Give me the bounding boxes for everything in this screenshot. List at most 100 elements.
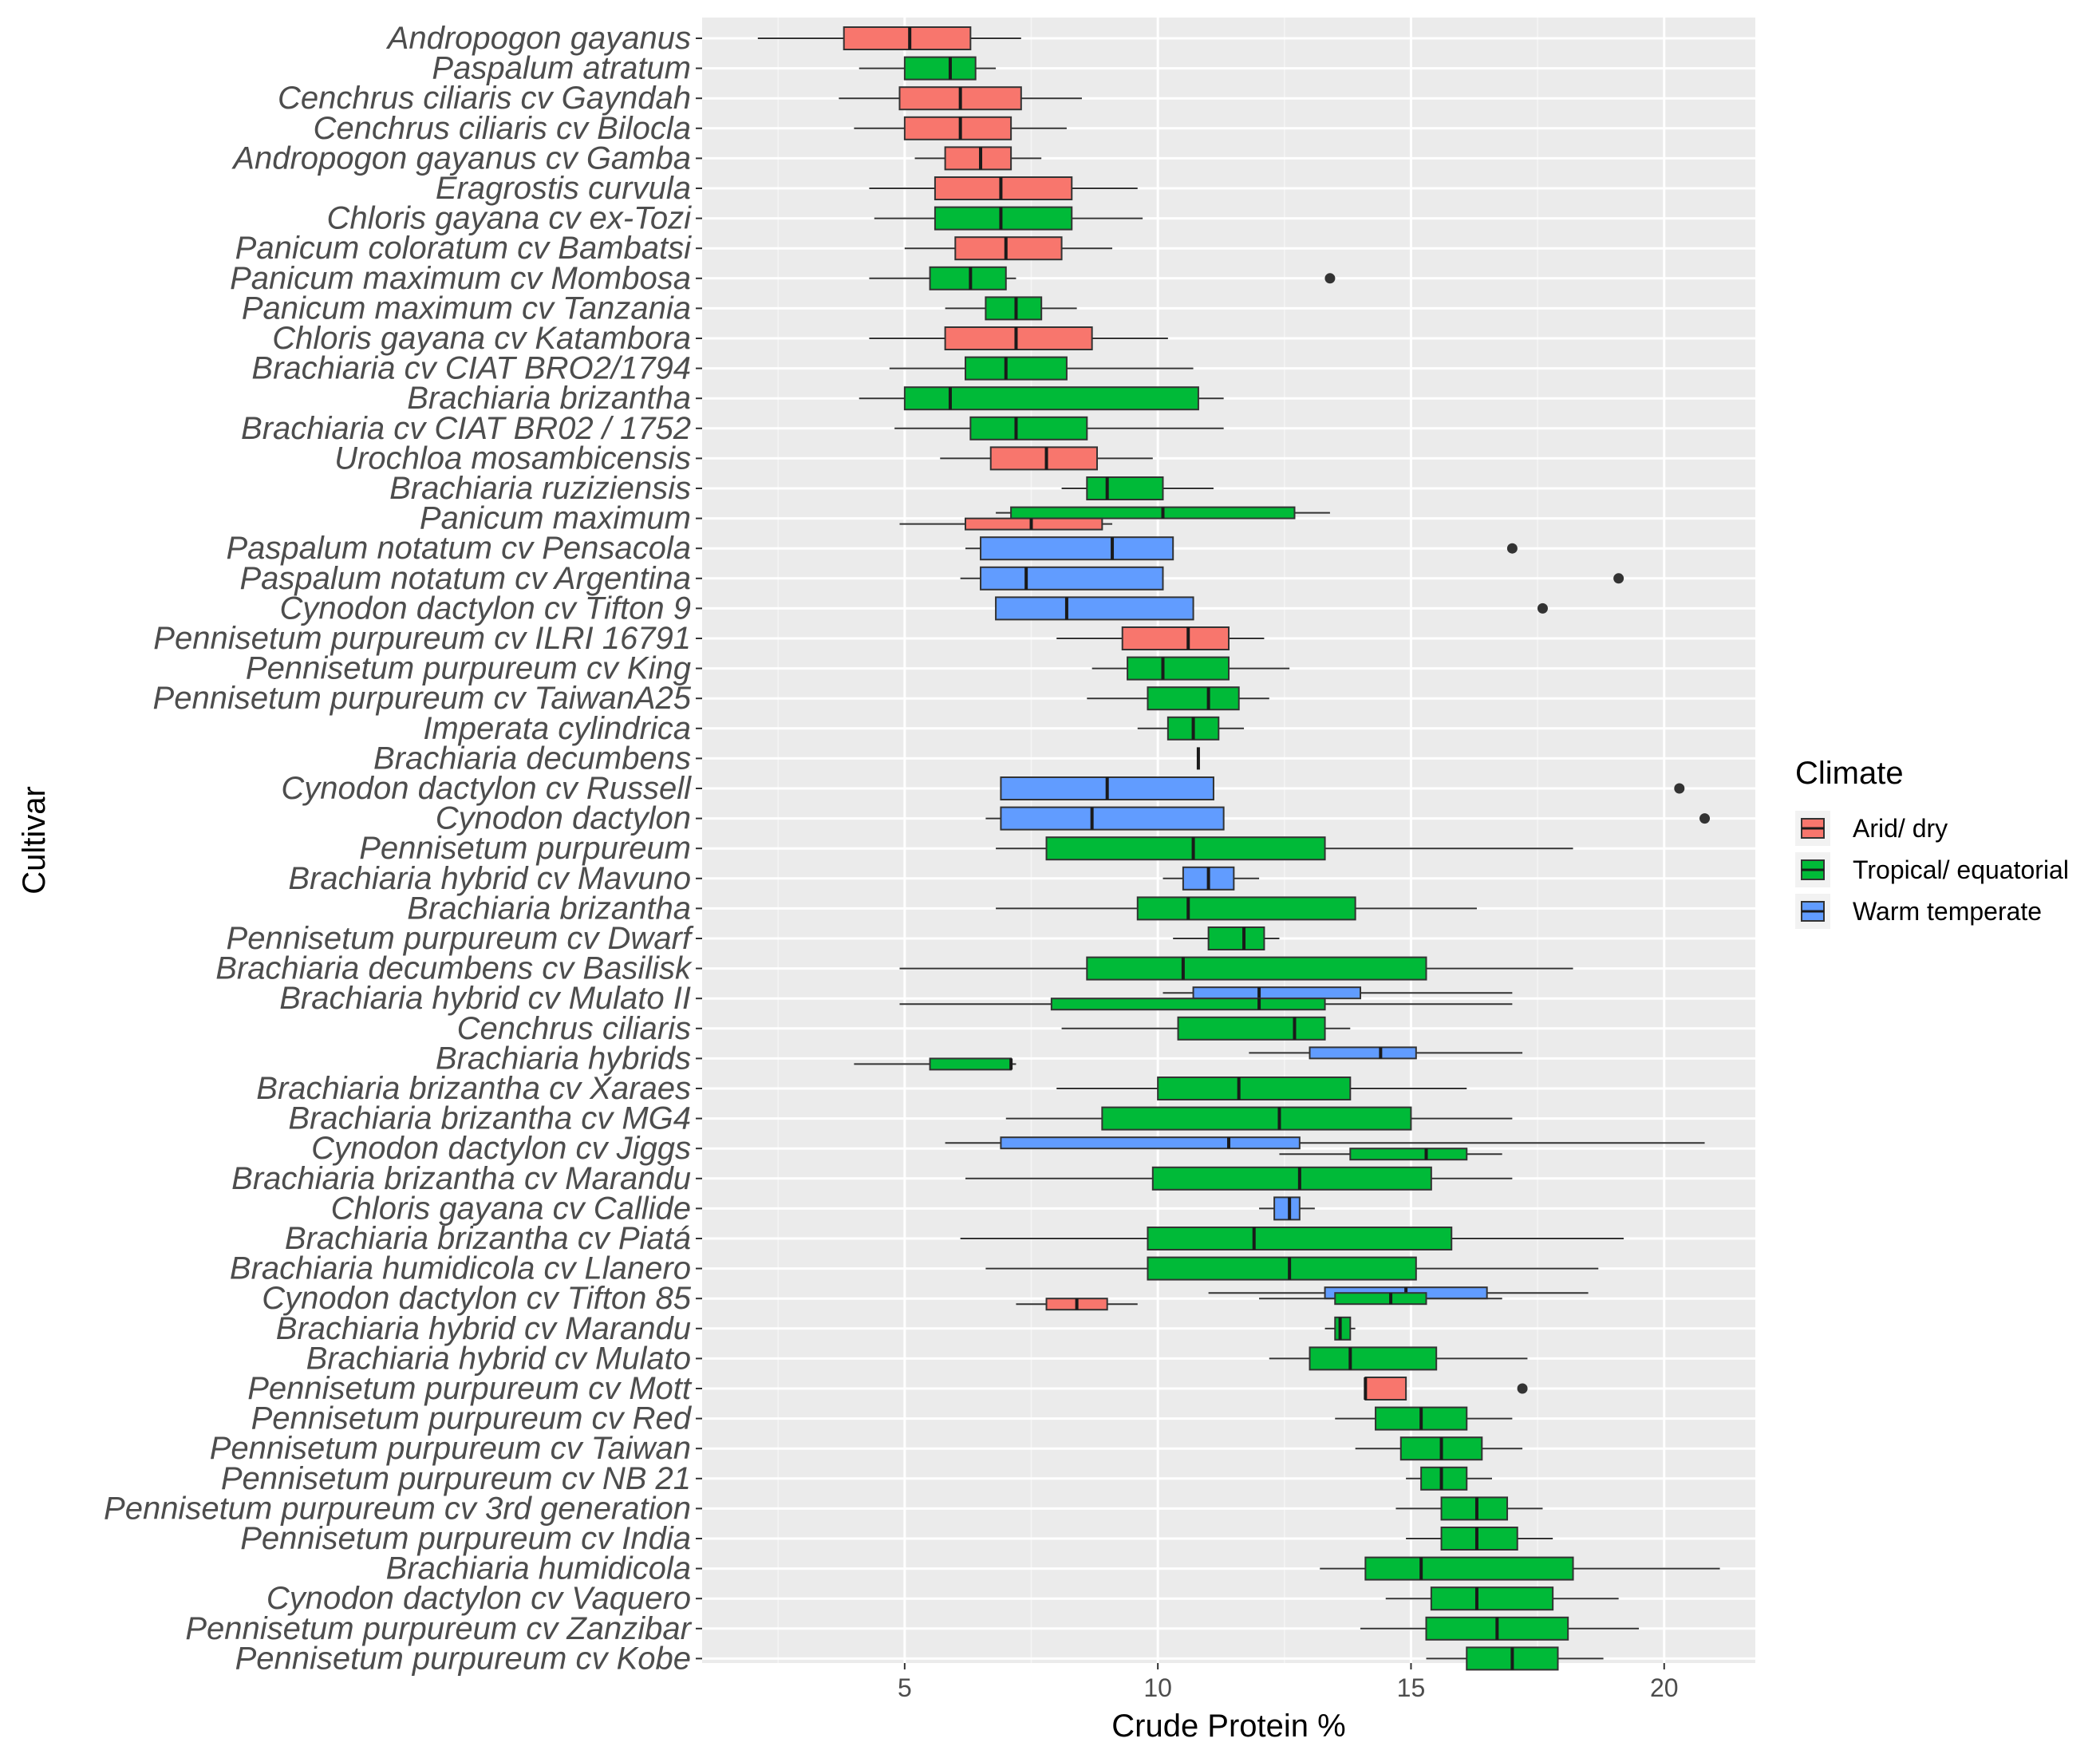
box-group xyxy=(1061,476,1214,500)
category-label: Urochloa mosambicensis xyxy=(334,440,691,476)
category-label: Pennisetum purpureum cv Zanzibar xyxy=(185,1611,692,1646)
box-group xyxy=(1406,1466,1492,1491)
box-iqr xyxy=(1000,806,1225,831)
category-label: Panicum maximum cv Tanzania xyxy=(242,290,691,326)
category-label: Pennisetum purpureum cv Mott xyxy=(247,1371,693,1406)
legend: Climate Arid/ dry Tropical/ equatorial War… xyxy=(1795,756,2069,929)
box-iqr xyxy=(1309,1346,1438,1371)
legend-title: Climate xyxy=(1795,756,1904,791)
box-iqr xyxy=(1334,1316,1352,1341)
category-label: Pennisetum purpureum cv Taiwan xyxy=(210,1431,691,1466)
box-iqr xyxy=(980,536,1174,561)
box-group xyxy=(914,146,1042,171)
box-group xyxy=(869,326,1168,350)
box-group xyxy=(1355,1436,1523,1461)
box-group xyxy=(1137,716,1245,741)
category-label: Pennisetum purpureum cv King xyxy=(246,651,691,686)
box-iqr xyxy=(1050,998,1326,1011)
box-iqr xyxy=(1151,1166,1432,1191)
category-label: Chloris gayana cv Katambora xyxy=(272,321,691,356)
box-group xyxy=(859,56,997,81)
category-label: Pennisetum purpureum cv 3rd generation xyxy=(104,1491,691,1526)
legend-item-arid: Arid/ dry xyxy=(1795,811,1948,846)
box-group xyxy=(1426,1646,1604,1671)
category-label: Brachiaria brizantha cv Marandu xyxy=(231,1161,691,1196)
outlier-point xyxy=(1674,783,1685,794)
box-iqr xyxy=(1207,926,1265,950)
box-iqr xyxy=(1147,686,1240,711)
x-tick-label: 20 xyxy=(1650,1673,1679,1702)
box-group xyxy=(965,1166,1513,1191)
box-group xyxy=(1056,1077,1467,1100)
box-iqr xyxy=(903,116,1012,140)
outlier-point xyxy=(1506,543,1518,554)
box-group xyxy=(854,116,1067,140)
category-label: Brachiaria hybrid cv Marandu xyxy=(276,1311,691,1346)
category-label: Pennisetum purpureum cv India xyxy=(240,1521,691,1556)
box-group xyxy=(869,266,1336,290)
legend-label: Tropical/ equatorial xyxy=(1853,855,2069,884)
box-iqr xyxy=(1364,1377,1407,1401)
category-label: Paspalum atratum xyxy=(432,51,691,86)
box-iqr xyxy=(980,566,1164,591)
category-label: Cenchrus ciliaris cv Gayndah xyxy=(278,81,691,116)
legend-label: Arid/ dry xyxy=(1853,814,1948,843)
box-group xyxy=(904,236,1113,261)
box-group xyxy=(869,176,1138,200)
category-label: Pennisetum purpureum cv TaiwanA25 xyxy=(153,681,692,716)
category-label: Brachiaria hybrids xyxy=(436,1041,691,1076)
category-label: Brachiaria brizantha cv Xaraes xyxy=(256,1071,691,1106)
box-iqr xyxy=(1440,1527,1518,1551)
box-iqr xyxy=(1192,986,1361,1000)
box-group xyxy=(874,206,1143,231)
category-label: Brachiaria hybrid cv Mulato xyxy=(306,1341,691,1376)
category-label: Brachiaria hybrid cv Mavuno xyxy=(288,861,691,896)
box-group xyxy=(945,1136,1705,1150)
box-iqr xyxy=(1136,896,1356,921)
box-iqr xyxy=(934,176,1073,200)
category-label: Brachiaria brizantha cv MG4 xyxy=(288,1101,691,1136)
box-group xyxy=(1249,1046,1523,1060)
box-iqr xyxy=(969,416,1088,440)
box-group xyxy=(1061,1016,1351,1041)
legend-label: Warm temperate xyxy=(1853,897,2042,926)
category-label: Andropogon gayanus cv Gamba xyxy=(231,140,691,176)
box-group xyxy=(960,1227,1624,1250)
category-label: Imperata cylindrica xyxy=(423,711,691,746)
category-label: Chloris gayana cv ex-Tozi xyxy=(326,201,692,236)
box-iqr xyxy=(1147,1227,1453,1250)
category-label: Brachiaria decumbens xyxy=(373,741,691,776)
box-iqr xyxy=(1349,1148,1468,1161)
box-iqr xyxy=(1147,1256,1417,1281)
box-group xyxy=(1259,1292,1502,1306)
box-iqr xyxy=(929,1057,1012,1071)
category-label: Chloris gayana cv Callide xyxy=(331,1191,691,1226)
box-group xyxy=(854,1057,1016,1071)
box-group xyxy=(899,956,1573,981)
x-axis-title: Crude Protein % xyxy=(1111,1709,1345,1744)
box-iqr xyxy=(1086,476,1164,500)
category-label: Pennisetum purpureum cv Dwarf xyxy=(227,921,694,956)
box-iqr xyxy=(1121,626,1230,650)
category-label: Brachiaria ruziziensis xyxy=(389,471,691,506)
box-iqr xyxy=(1430,1586,1554,1611)
box-iqr xyxy=(1420,1466,1468,1491)
box-group xyxy=(1385,1586,1619,1611)
outlier-point xyxy=(1517,1383,1528,1394)
box-group xyxy=(899,998,1513,1011)
box-group xyxy=(985,806,1711,831)
box-group xyxy=(1406,1527,1553,1551)
box-iqr xyxy=(843,26,972,50)
box-group xyxy=(985,1256,1599,1281)
box-group xyxy=(1056,626,1265,650)
box-group xyxy=(1269,1346,1528,1371)
category-label: Cynodon dactylon cv Russell xyxy=(281,771,692,806)
category-label: Panicum coloratum cv Bambatsi xyxy=(235,231,692,266)
box-group xyxy=(996,506,1330,520)
category-label: Pennisetum purpureum cv NB 21 xyxy=(221,1461,691,1496)
category-label: Cynodon dactylon xyxy=(436,801,691,836)
box-iqr xyxy=(944,326,1093,350)
y-axis-title: Cultivar xyxy=(17,786,52,895)
box-group xyxy=(757,26,1021,50)
